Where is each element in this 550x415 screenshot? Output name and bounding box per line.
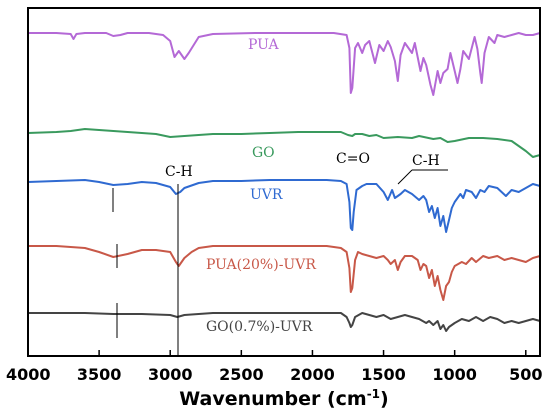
- x-tick-label: 2500: [219, 365, 264, 384]
- annotation-ch-stretch: C-H: [165, 164, 193, 180]
- x-axis-title: Wavenumber (cm-1): [179, 387, 388, 410]
- series-uvr: [27, 179, 541, 233]
- series-label-go07-uvr: GO(0.7%)-UVR: [206, 319, 313, 335]
- x-axis-title-main: Wavenumber (cm: [179, 388, 366, 410]
- series-go07-uvr: [28, 312, 541, 332]
- series-labels: PUA GO UVR PUA(20%)-UVR GO(0.7%)-UVR: [206, 37, 316, 335]
- x-tick-label: 1000: [432, 365, 477, 384]
- series-label-pua20-uvr: PUA(20%)-UVR: [206, 257, 316, 273]
- x-tick-label: 500: [509, 365, 542, 384]
- series-pua20-uvr: [28, 245, 541, 301]
- x-tick-label: 1500: [361, 365, 406, 384]
- plot-frame: [27, 7, 541, 357]
- annotations: C-H C=O C-H: [112, 151, 448, 355]
- x-tick-label: 3500: [77, 365, 122, 384]
- series-label-go: GO: [252, 145, 275, 161]
- series-label-uvr: UVR: [250, 187, 283, 203]
- ch-bend-pointer: [397, 169, 413, 185]
- x-axis-ticks: 4000 3500 3000 2500 2000 1500 1000 500: [6, 350, 542, 384]
- series-group: [27, 32, 541, 332]
- annotation-carbonyl: C=O: [336, 151, 370, 167]
- annotation-ch-bend: C-H: [412, 153, 440, 169]
- series-label-pua: PUA: [248, 37, 280, 53]
- series-pua: [28, 32, 541, 96]
- series-go: [27, 128, 541, 158]
- x-tick-label: 2000: [290, 365, 335, 384]
- x-axis-title-sup: -1: [367, 387, 380, 401]
- x-tick-label: 3000: [148, 365, 193, 384]
- x-axis-title-end: ): [380, 388, 389, 410]
- x-tick-label: 4000: [6, 365, 51, 384]
